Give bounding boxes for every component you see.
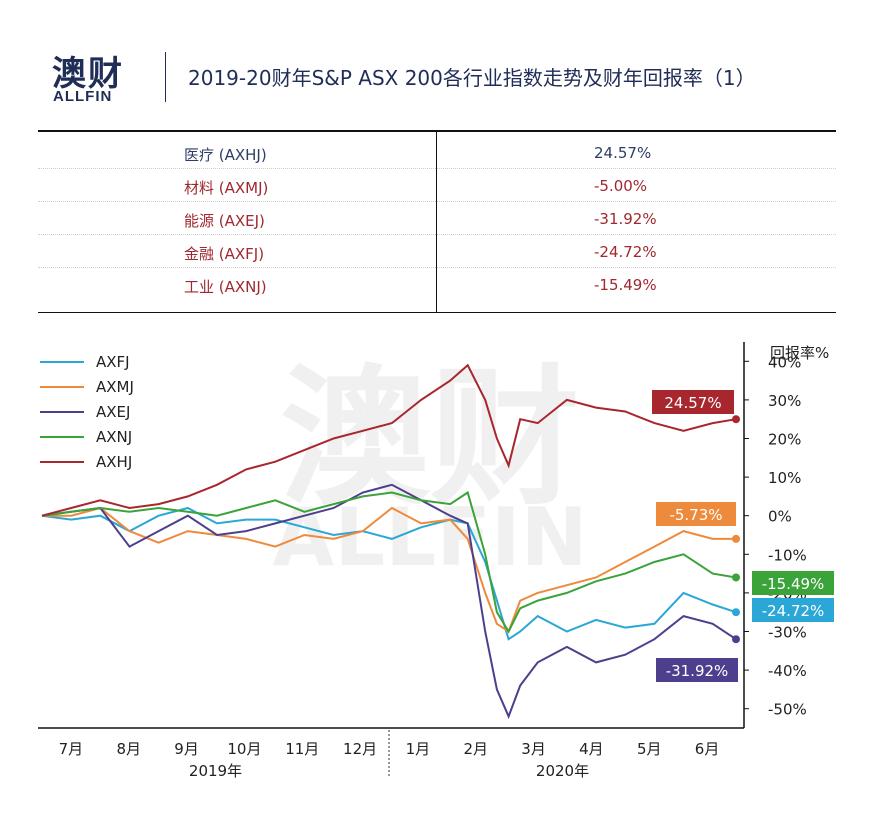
sector-return: -31.92% — [594, 210, 657, 228]
x-tick-label: 2月 — [463, 740, 488, 758]
sector-name: 医疗 (AXHJ) — [184, 146, 267, 164]
legend-label: AXNJ — [96, 428, 132, 446]
series-end-point — [732, 573, 740, 582]
logo-text-cn: 澳财 — [52, 54, 124, 94]
x-tick-label: 1月 — [406, 740, 431, 758]
end-label-box — [656, 658, 738, 682]
sector-name: 金融 (AXFJ) — [184, 245, 265, 263]
y-tick-label: 20% — [768, 431, 801, 449]
y-tick-label: 0% — [768, 508, 792, 526]
y-tick-label: -10% — [768, 546, 807, 564]
end-label-text: -31.92% — [666, 662, 729, 680]
table-row: 金融 (AXFJ) -24.72% — [38, 235, 836, 268]
end-label-box — [752, 571, 834, 595]
sector-return: -5.00% — [594, 177, 648, 195]
y-tick-label: -30% — [768, 624, 807, 642]
sector-return: -24.72% — [594, 243, 657, 261]
legend-label: AXEJ — [96, 403, 130, 421]
x-tick-label: 5月 — [637, 740, 662, 758]
y-axis-title: 回报率% — [770, 344, 829, 362]
end-label-box — [656, 502, 736, 526]
y-tick-label: 40% — [768, 353, 801, 371]
series-end-point — [732, 635, 740, 644]
sector-return: 24.57% — [594, 144, 652, 162]
logo-text-en: ALLFIN — [53, 88, 113, 105]
sector-return: -15.49% — [594, 276, 657, 294]
end-label-text: -24.72% — [762, 602, 825, 620]
series-end-point — [732, 608, 740, 617]
end-label-axfj: -24.72% — [752, 598, 834, 622]
year-label: 2020年 — [536, 762, 589, 780]
page-title: 2019-20财年S&P ASX 200各行业指数走势及财年回报率（1） — [188, 66, 756, 90]
x-tick-label: 11月 — [285, 740, 319, 758]
header: 澳财 ALLFIN 2019-20财年S&P ASX 200各行业指数走势及财年… — [0, 0, 874, 120]
series-line-axhj — [41, 363, 737, 517]
end-label-text: -15.49% — [762, 575, 825, 593]
x-tick-label: 9月 — [174, 740, 199, 758]
logo-divider — [165, 52, 166, 102]
y-tick-label: 30% — [768, 392, 801, 410]
table-row: 工业 (AXNJ) -15.49% — [38, 268, 836, 301]
series-line-axfj — [41, 506, 737, 641]
x-tick-label: 6月 — [695, 740, 720, 758]
x-tick-label: 3月 — [521, 740, 546, 758]
series-line-axnj — [41, 490, 737, 634]
x-tick-label: 4月 — [579, 740, 604, 758]
end-label-axej: -31.92% — [656, 658, 738, 682]
series-line-axej — [41, 483, 737, 720]
returns-table: 医疗 (AXHJ) 24.57% 材料 (AXMJ) -5.00% 能源 (AXEJ) -… — [38, 130, 836, 313]
year-label: 2019年 — [189, 762, 242, 780]
legend-label: AXMJ — [96, 378, 134, 396]
end-label-axmj: -5.73% — [656, 502, 736, 526]
line-chart: 澳财ALLFIN回报率%40%30%20%10%0%-10%-20%-30%-4… — [38, 342, 834, 780]
sector-name: 材料 (AXMJ) — [184, 179, 269, 197]
end-label-axnj: -15.49% — [752, 571, 834, 595]
table-row: 能源 (AXEJ) -31.92% — [38, 202, 836, 235]
end-label-box — [652, 390, 734, 414]
y-tick-label: 10% — [768, 469, 801, 487]
end-label-axhj: 24.57% — [652, 390, 734, 414]
x-tick-label: 10月 — [227, 740, 261, 758]
sector-name: 工业 (AXNJ) — [184, 278, 267, 296]
end-label-text: -5.73% — [669, 506, 722, 524]
table-row: 医疗 (AXHJ) 24.57% — [38, 136, 836, 169]
end-label-box — [752, 598, 834, 622]
x-tick-label: 7月 — [59, 740, 84, 758]
series-end-point — [732, 534, 740, 543]
end-label-text: 24.57% — [664, 394, 721, 412]
table-divider — [436, 132, 437, 312]
legend-label: AXHJ — [96, 453, 132, 471]
x-tick-label: 12月 — [343, 740, 377, 758]
y-tick-label: -50% — [768, 701, 807, 719]
sector-name: 能源 (AXEJ) — [184, 212, 265, 230]
series-line-axmj — [42, 506, 736, 634]
series-end-point — [732, 415, 740, 424]
chart-area: 澳财ALLFIN回报率%40%30%20%10%0%-10%-20%-30%-4… — [0, 330, 874, 815]
x-tick-label: 8月 — [116, 740, 141, 758]
legend-label: AXFJ — [96, 353, 130, 371]
y-tick-label: -40% — [768, 662, 807, 680]
table-row: 材料 (AXMJ) -5.00% — [38, 169, 836, 202]
